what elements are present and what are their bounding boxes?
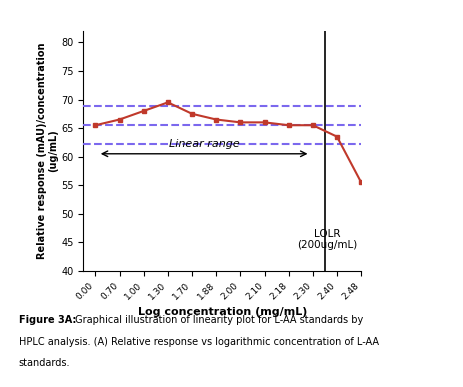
- Text: HPLC analysis. (A) Relative response vs logarithmic concentration of L-AA: HPLC analysis. (A) Relative response vs …: [19, 337, 379, 347]
- X-axis label: Log concentration (mg/mL): Log concentration (mg/mL): [138, 307, 307, 317]
- Text: Figure 3A:: Figure 3A:: [19, 315, 76, 325]
- Y-axis label: Relative response (mAU)/concentration
(ug/mL): Relative response (mAU)/concentration (u…: [37, 43, 58, 259]
- Text: standards.: standards.: [19, 358, 70, 368]
- Text: Linear range: Linear range: [169, 139, 239, 149]
- Text: Graphical illustration of linearity plot for L-AA standards by: Graphical illustration of linearity plot…: [72, 315, 363, 325]
- Text: LOLR
(200ug/mL): LOLR (200ug/mL): [297, 229, 357, 250]
